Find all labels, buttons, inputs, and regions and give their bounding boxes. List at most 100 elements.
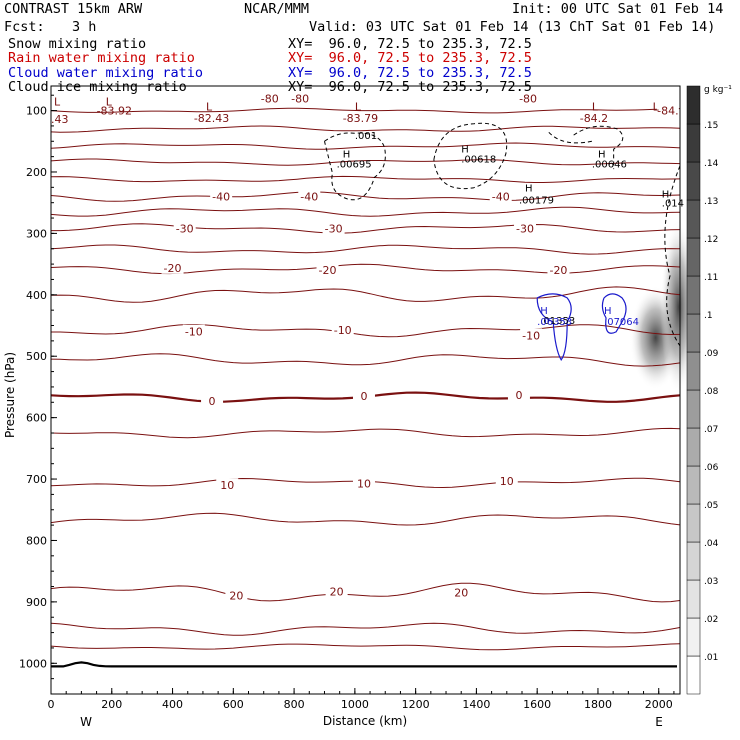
colorbar-tick-label: .05 xyxy=(704,501,718,511)
colorbar-cell xyxy=(686,275,701,315)
isotherm-label: -80 xyxy=(261,92,279,105)
colorbar-cell xyxy=(686,161,701,201)
label-mask xyxy=(289,91,312,105)
isotherm-line xyxy=(51,324,681,338)
snow-extremum-label: H xyxy=(461,145,469,156)
isotherm-line xyxy=(50,206,681,217)
cloud-water-extremum-label: .07064 xyxy=(604,317,639,328)
isotherm-line xyxy=(50,107,681,114)
colorbar-tick-label: .01 xyxy=(704,653,718,663)
x-tick-label: 0 xyxy=(48,698,55,711)
colorbar-cell xyxy=(686,313,701,353)
colorbar-cell xyxy=(686,123,701,163)
isotherm-line xyxy=(50,643,681,651)
isotherm-label: -10 xyxy=(334,324,352,337)
isotherm-label: -20 xyxy=(549,264,567,277)
x-axis-label: Distance (km) xyxy=(323,714,407,728)
isotherm-label: -80 xyxy=(519,92,537,105)
colorbar-cell xyxy=(686,579,701,619)
colorbar-tick-label: .06 xyxy=(704,463,719,473)
x-tick-label: 800 xyxy=(284,698,305,711)
isotherm-label: -30 xyxy=(516,222,534,235)
colorbar-cell xyxy=(686,503,701,543)
snow-contour xyxy=(433,122,508,190)
colorbar-tick-label: .15 xyxy=(704,121,718,131)
isotherm-label: -40 xyxy=(492,191,510,204)
label-mask xyxy=(258,91,281,105)
fcst-label: Fcst: xyxy=(4,19,45,35)
x-tick-label: 1600 xyxy=(523,698,551,711)
snow-contour xyxy=(664,165,681,347)
colorbar-tick-label: .08 xyxy=(704,387,719,397)
field-xy-cloud-water: XY= 96.0, 72.5 to 235.3, 72.5 xyxy=(288,65,532,81)
cloud-ice-extremum-label: .01353 xyxy=(540,316,575,327)
label-mask xyxy=(331,322,354,336)
snow-extremum-label: .00646 xyxy=(592,159,627,170)
colorbar-cell xyxy=(686,237,701,277)
temperature-extremum-label: .43 xyxy=(51,113,69,126)
label-mask xyxy=(322,221,345,235)
colorbar-tick-label: .09 xyxy=(704,349,719,359)
y-tick-label: 200 xyxy=(26,166,47,179)
colorbar-cell xyxy=(686,655,701,695)
isotherm-line xyxy=(50,125,681,133)
isotherm-label: -10 xyxy=(185,326,203,339)
isotherm-label: 20 xyxy=(330,585,344,598)
isotherm-label: -20 xyxy=(319,264,337,277)
label-mask xyxy=(225,588,248,602)
snow-extremum-label: .00179 xyxy=(519,196,554,207)
label-mask xyxy=(507,387,530,401)
colorbar-tick-label: .12 xyxy=(704,235,718,245)
isotherm-label: -20 xyxy=(164,262,182,275)
x-tick-label: 1400 xyxy=(462,698,490,711)
cloud-water-contour xyxy=(536,293,572,361)
x-tick-label: 2000 xyxy=(645,698,673,711)
x-tick-label: 600 xyxy=(223,698,244,711)
isotherm-label: -40 xyxy=(300,191,318,204)
isotherm-label: -30 xyxy=(325,222,343,235)
temperature-extremum-label: L xyxy=(355,100,362,113)
isotherm-label: 0 xyxy=(515,389,522,402)
y-tick-label: 600 xyxy=(26,412,47,425)
center-name: NCAR/MMM xyxy=(244,1,310,17)
snow-extremum-label: .001 xyxy=(355,131,377,142)
isotherm-label: -80 xyxy=(291,92,309,105)
snow-contour xyxy=(323,132,386,201)
temperature-extremum-label: L xyxy=(106,95,113,108)
isotherm-label: 0 xyxy=(360,390,367,403)
cloud-water-extremum-label: H xyxy=(604,306,612,317)
snow-extremum-label: H xyxy=(662,189,670,200)
snow-extremum-label: H xyxy=(598,150,606,161)
label-mask xyxy=(489,189,512,203)
y-tick-label: 100 xyxy=(26,105,47,118)
y-tick-label: 700 xyxy=(26,473,47,486)
label-mask xyxy=(514,221,537,235)
colorbar-cell xyxy=(686,351,701,391)
label-mask xyxy=(517,91,540,105)
colorbar-tick-label: .14 xyxy=(704,159,719,169)
isotherm-line xyxy=(50,175,681,183)
isotherm-label: 0 xyxy=(209,395,216,408)
isotherm-label: -10 xyxy=(522,329,540,342)
axes: 0 200 400 600 800 1000 1200 1400 1600 1800 2000100… xyxy=(19,94,675,711)
y-axis-label: Pressure (hPa) xyxy=(3,352,17,438)
colorbar-cell xyxy=(686,617,701,657)
colorbar-tick-label: .07 xyxy=(704,425,718,435)
field-name-snow: Snow mixing ratio xyxy=(8,36,147,52)
isotherm-label: 10 xyxy=(357,477,371,490)
label-mask xyxy=(201,394,224,408)
label-mask xyxy=(182,324,205,338)
isotherm-line xyxy=(50,512,681,526)
cloud-water-contour xyxy=(601,293,627,334)
colorbar-cell xyxy=(686,465,701,505)
isotherm-line xyxy=(50,263,681,275)
surface-line xyxy=(51,661,677,668)
colorbar-tick-label: .1 xyxy=(704,311,713,321)
isotherm-line xyxy=(50,353,681,367)
temperature-extremum-label: L xyxy=(653,100,660,113)
field-xy-rain: XY= 96.0, 72.5 to 235.3, 72.5 xyxy=(288,50,532,66)
isotherm-line xyxy=(50,244,681,255)
temperature-extremum-label: -82.43 xyxy=(194,112,229,125)
cloud-water-extremum-label: H xyxy=(540,306,548,317)
